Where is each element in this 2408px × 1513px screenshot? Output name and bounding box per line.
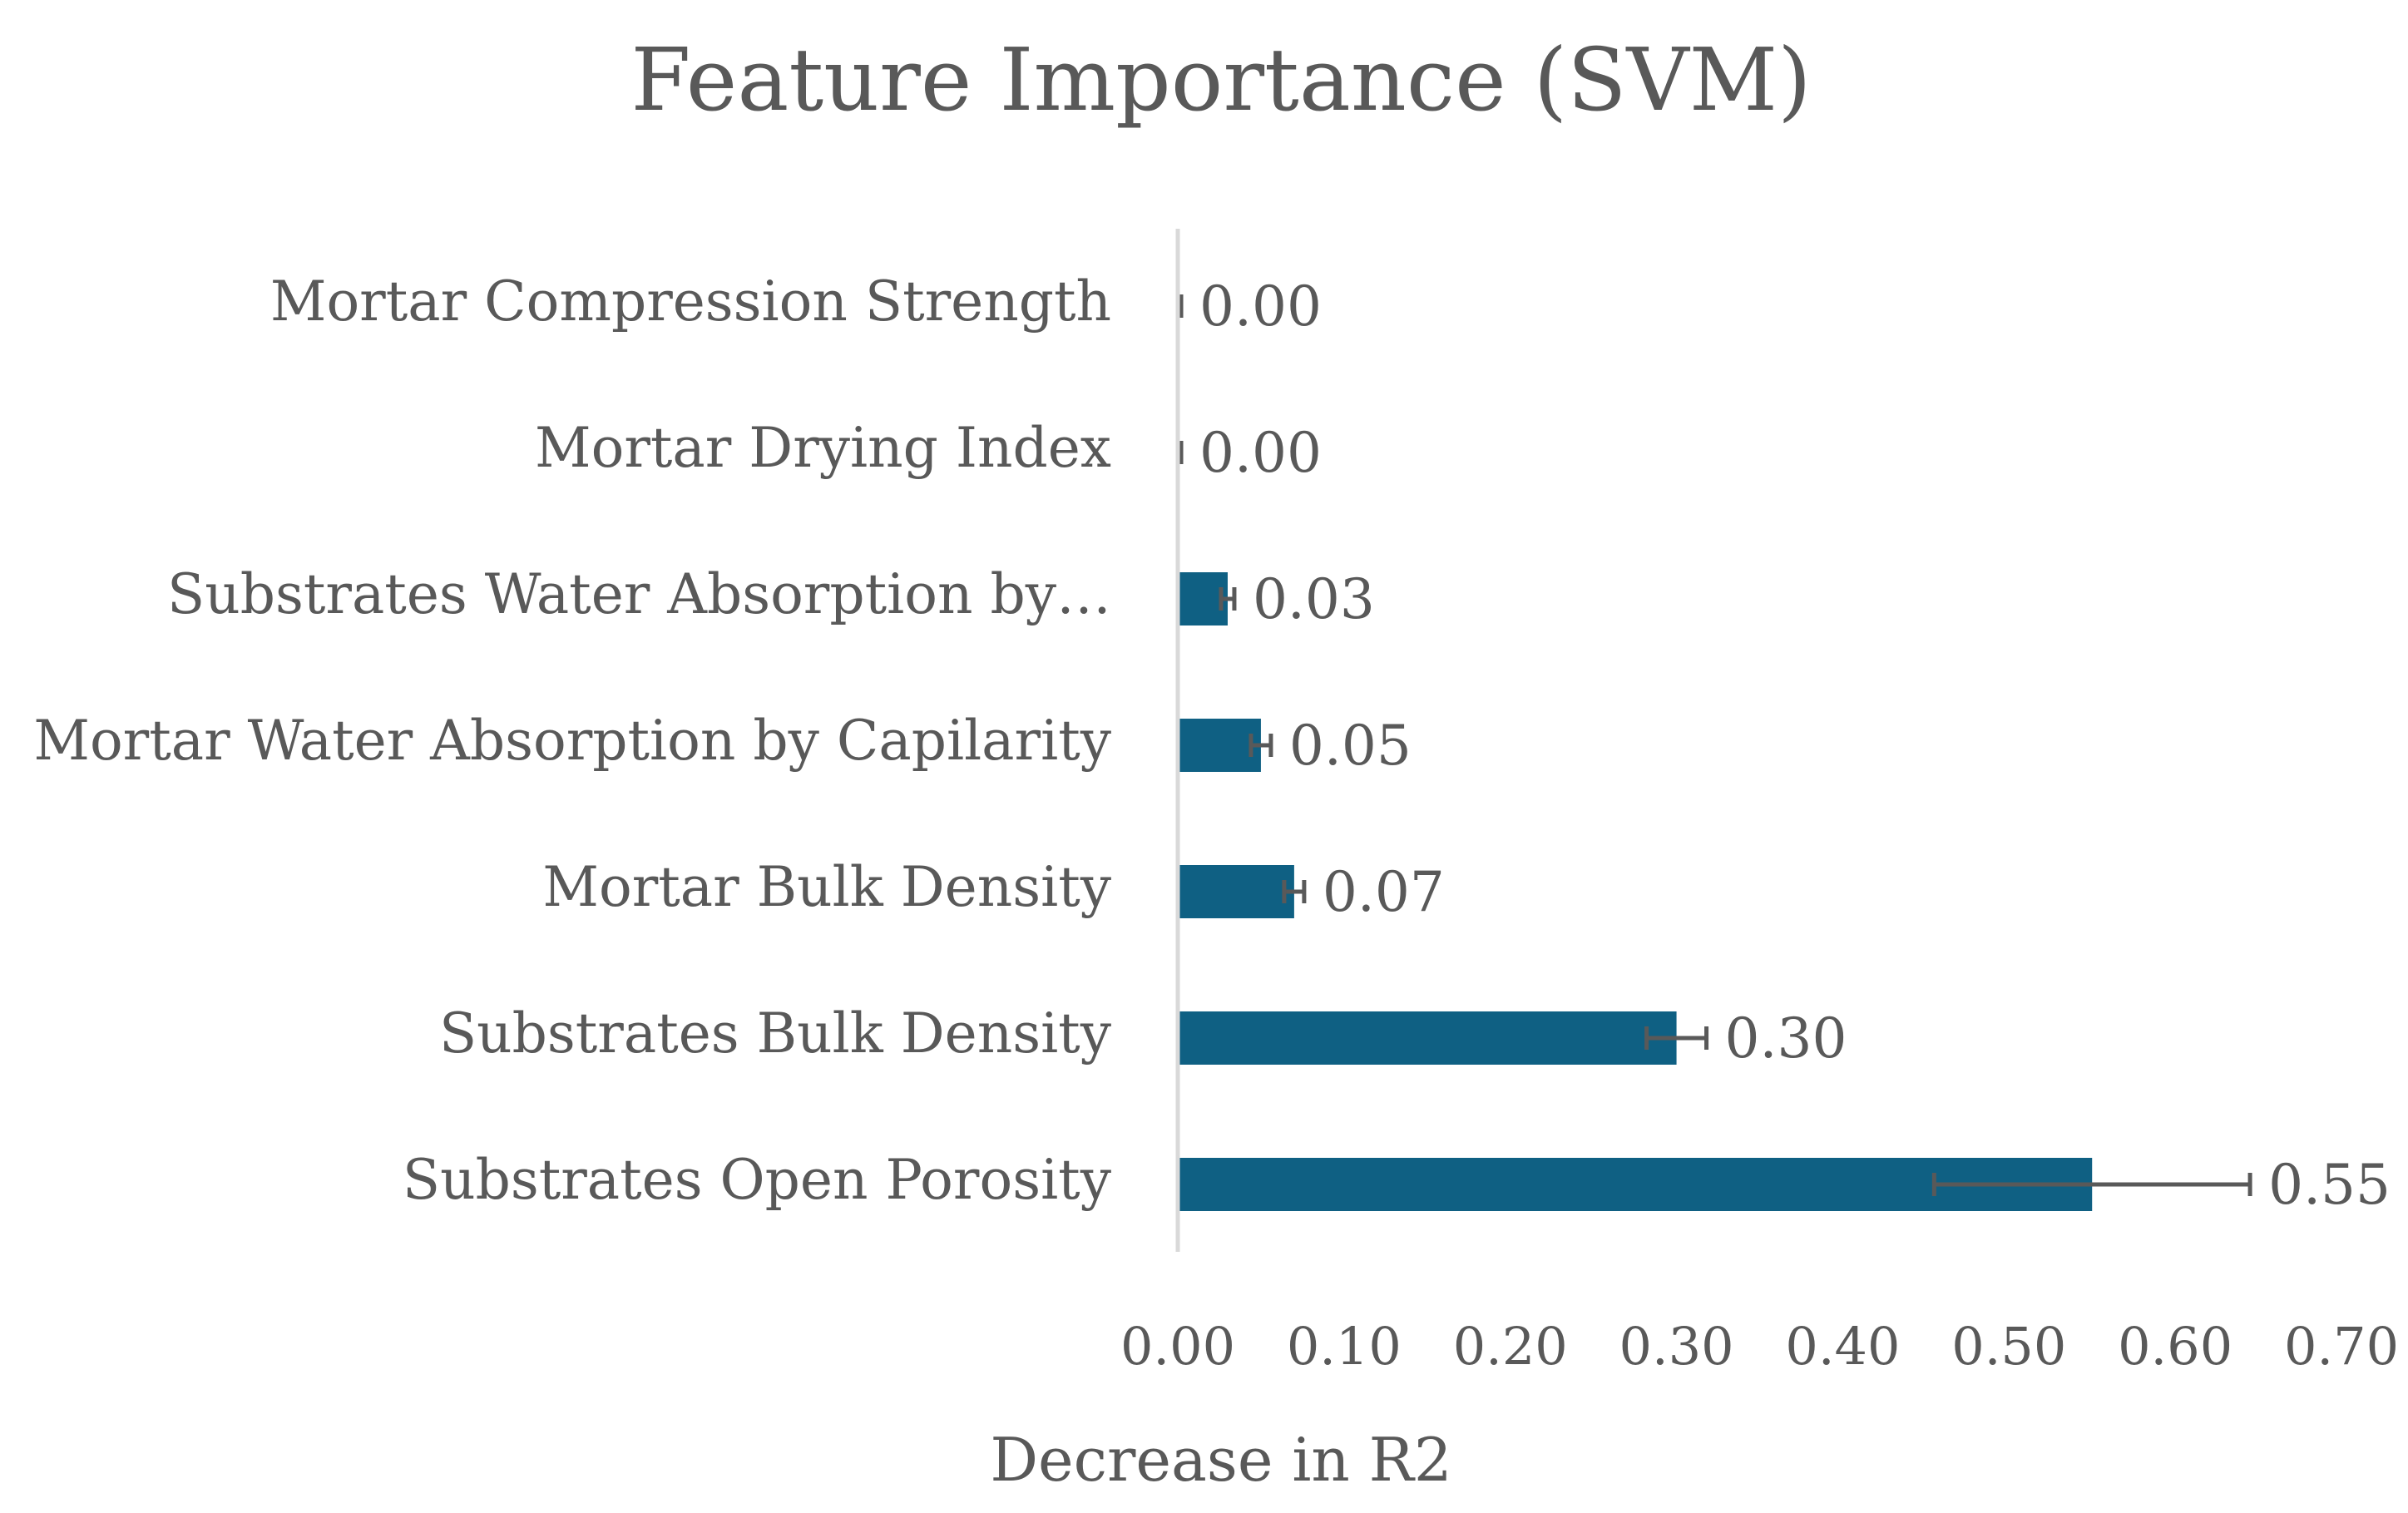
error-bar-4 — [1282, 880, 1307, 903]
category-label-6: Substrates Open Porosity — [403, 1148, 1112, 1212]
error-bar-5 — [1644, 1026, 1709, 1050]
category-label-3: Mortar Water Absorption by Capilarity — [33, 709, 1111, 773]
x-tick-label-5: 0.50 — [1951, 1316, 2066, 1377]
x-tick-labels: 0.00 0.10 0.20 0.30 0.40 0.50 0.60 0.70 — [1120, 1316, 2399, 1377]
bar-3 — [1178, 719, 1261, 772]
data-label-3: 0.05 — [1289, 714, 1412, 778]
x-tick-label-3: 0.30 — [1619, 1316, 1734, 1377]
category-label-5: Substrates Bulk Density — [439, 1001, 1112, 1066]
data-label-0: 0.00 — [1199, 274, 1322, 339]
x-axis-title: Decrease in R2 — [990, 1425, 1451, 1495]
data-label-6: 0.55 — [2268, 1153, 2391, 1217]
data-label-2: 0.03 — [1253, 567, 1375, 631]
error-bars-layer — [1175, 294, 2252, 1196]
bars-layer — [1178, 572, 2093, 1211]
x-tick-label-0: 0.00 — [1120, 1316, 1235, 1377]
data-label-5: 0.30 — [1725, 1006, 1847, 1070]
bar-4 — [1178, 865, 1294, 918]
labels-layer: Mortar Compression Strength 0.00 Mortar Dr… — [33, 269, 2391, 1217]
x-tick-label-6: 0.60 — [2118, 1316, 2232, 1377]
category-label-1: Mortar Drying Index — [535, 416, 1111, 480]
error-bar-3 — [1249, 734, 1273, 757]
category-label-4: Mortar Bulk Density — [542, 855, 1111, 919]
x-tick-label-2: 0.20 — [1453, 1316, 1568, 1377]
category-label-0: Mortar Compression Strength — [270, 269, 1111, 334]
x-tick-label-7: 0.70 — [2284, 1316, 2399, 1377]
error-bar-6 — [1931, 1173, 2252, 1196]
x-tick-label-4: 0.40 — [1785, 1316, 1900, 1377]
data-label-1: 0.00 — [1199, 421, 1322, 485]
data-label-4: 0.07 — [1323, 860, 1445, 924]
chart-title: Feature Importance (SVM) — [630, 29, 1811, 131]
x-tick-label-1: 0.10 — [1287, 1316, 1402, 1377]
category-label-2: Substrates Water Absorption by… — [167, 562, 1111, 626]
error-bar-2 — [1219, 587, 1237, 611]
bar-5 — [1178, 1011, 1677, 1065]
